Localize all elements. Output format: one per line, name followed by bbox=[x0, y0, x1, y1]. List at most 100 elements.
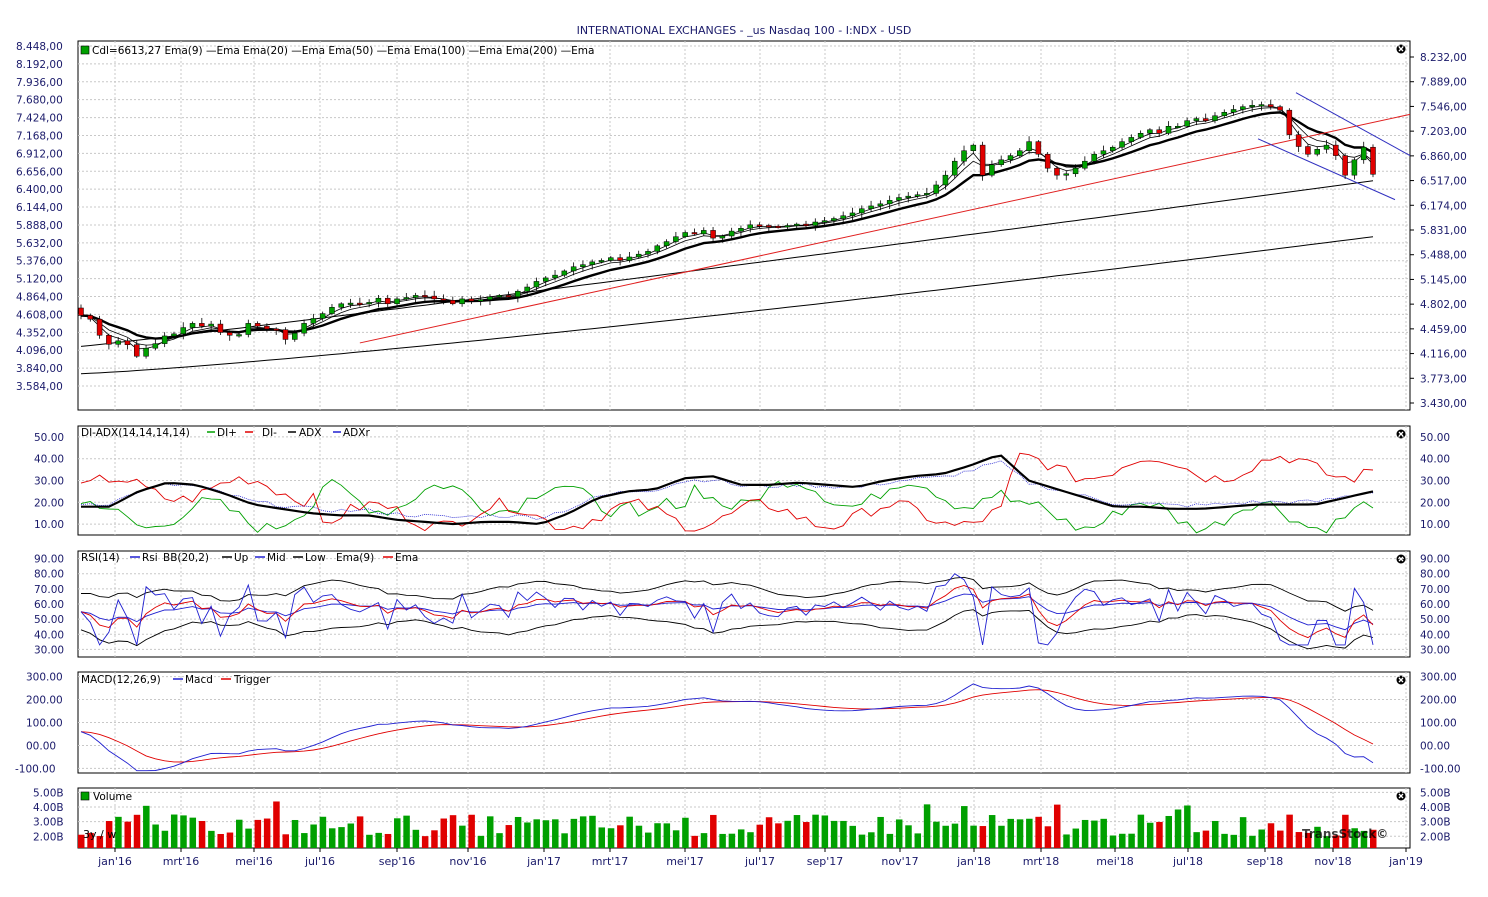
candle bbox=[1082, 160, 1088, 169]
macd-tick-right: 300.00 bbox=[1420, 672, 1457, 684]
x-tick-label: jul'18 bbox=[1172, 855, 1203, 868]
candle bbox=[375, 297, 382, 303]
price-right-tick: 5.488,00 bbox=[1420, 250, 1467, 262]
volume-bar bbox=[942, 825, 949, 848]
candle bbox=[570, 266, 577, 272]
volume-bar bbox=[598, 827, 606, 848]
volume-bar bbox=[356, 816, 364, 848]
candle bbox=[831, 218, 837, 221]
adx-legend-title: DI-ADX(14,14,14,14) bbox=[81, 427, 190, 439]
volume-bar bbox=[143, 805, 150, 848]
candle bbox=[561, 270, 568, 276]
panel-close-icon bbox=[1396, 791, 1406, 801]
macd-tick: 200.00 bbox=[26, 695, 63, 707]
volume-bar bbox=[626, 816, 633, 848]
price-legend: Cdl=6613,27 Ema(9) —Ema Ema(20) —Ema Ema… bbox=[80, 45, 594, 57]
adxr-line bbox=[80, 460, 1374, 520]
candle bbox=[199, 323, 205, 327]
volume-bar bbox=[1016, 819, 1024, 848]
candle bbox=[1277, 106, 1283, 111]
volume-bar bbox=[496, 833, 503, 848]
candle bbox=[292, 332, 298, 340]
volume-bar bbox=[486, 816, 494, 848]
volume-bar bbox=[170, 814, 178, 848]
candle bbox=[1137, 132, 1144, 138]
candle bbox=[366, 302, 372, 305]
candle bbox=[468, 298, 475, 302]
volume-bar bbox=[403, 815, 410, 848]
candle bbox=[552, 274, 558, 279]
price-right-tick: 5.145,00 bbox=[1420, 274, 1467, 286]
macd-tick: -100.00 bbox=[15, 763, 56, 775]
candle bbox=[1054, 167, 1060, 176]
x-tick-label: jul'16 bbox=[304, 855, 335, 868]
volume-tick: 3.00B bbox=[33, 817, 64, 829]
volume-bar bbox=[923, 804, 931, 848]
price-right-tick: 6.174,00 bbox=[1420, 200, 1467, 212]
candle bbox=[608, 257, 614, 261]
volume-bar bbox=[477, 835, 485, 848]
candle bbox=[1249, 105, 1255, 108]
price-right-tick: 6.860,00 bbox=[1420, 151, 1467, 163]
volume-bar bbox=[1137, 814, 1145, 848]
price-left-tick: 5.632,00 bbox=[16, 238, 63, 250]
volume-bar bbox=[236, 819, 243, 848]
volume-bar bbox=[505, 825, 513, 848]
x-tick-label: mei'16 bbox=[235, 855, 273, 868]
macd-tick-right: 200.00 bbox=[1420, 695, 1457, 707]
volume-bar bbox=[1146, 822, 1154, 848]
volume-bar bbox=[421, 836, 429, 848]
volume-tick-right: 5.00B bbox=[1420, 787, 1451, 799]
candle bbox=[793, 223, 800, 226]
volume-tick: 5.00B bbox=[33, 787, 64, 799]
volume-bar bbox=[1026, 818, 1033, 848]
volume-bar bbox=[765, 817, 773, 848]
rsi-ema-line bbox=[80, 585, 1374, 639]
volume-bar bbox=[208, 830, 215, 848]
candle bbox=[440, 298, 447, 301]
volume-bar bbox=[115, 816, 122, 848]
volume-bar bbox=[700, 833, 708, 848]
candle bbox=[384, 297, 391, 305]
price-right-tick: 4.802,00 bbox=[1420, 299, 1467, 311]
price-right-tick: 3.773,00 bbox=[1420, 373, 1467, 385]
candle bbox=[1286, 109, 1293, 135]
volume-legend: Volume bbox=[80, 791, 132, 803]
price-left-tick: 4.608,00 bbox=[16, 309, 63, 321]
volume-tick-right: 4.00B bbox=[1420, 802, 1451, 814]
panel-close-icon bbox=[1396, 429, 1406, 439]
candle bbox=[152, 343, 159, 349]
candle bbox=[301, 323, 307, 334]
volume-bar bbox=[579, 816, 587, 848]
volume-bar bbox=[1109, 835, 1117, 848]
candle bbox=[319, 313, 326, 319]
price-right-tick: 3.430,00 bbox=[1420, 398, 1467, 410]
adx-tick-right: 10.00 bbox=[1420, 519, 1450, 531]
volume-bar bbox=[1007, 818, 1014, 848]
rsi-tick: 50.00 bbox=[34, 614, 64, 626]
rsi-bb-upper-line bbox=[80, 576, 1374, 612]
candle bbox=[394, 298, 400, 305]
candle bbox=[1360, 146, 1367, 161]
price-right-tick: 4.459,00 bbox=[1420, 324, 1467, 336]
candle bbox=[1156, 129, 1162, 134]
rsi-tick-right: 30.00 bbox=[1420, 644, 1450, 656]
volume-bar bbox=[719, 833, 726, 848]
candle bbox=[1268, 104, 1274, 107]
price-left-tick: 4.864,00 bbox=[16, 292, 63, 304]
volume-bar bbox=[375, 832, 382, 848]
volume-bar bbox=[1249, 835, 1256, 848]
candle bbox=[208, 323, 214, 327]
candle bbox=[775, 225, 781, 228]
adx-line bbox=[81, 454, 1374, 526]
rsi-legend-up: Up bbox=[234, 552, 249, 564]
volume-bar bbox=[1239, 817, 1247, 848]
volume-bar bbox=[561, 833, 568, 848]
volume-bar bbox=[524, 822, 531, 848]
volume-bar bbox=[440, 818, 448, 848]
candle bbox=[217, 323, 224, 333]
volume-bar bbox=[617, 825, 624, 848]
candle bbox=[533, 281, 540, 288]
volume-bar bbox=[951, 823, 959, 848]
rsi-tick-right: 70.00 bbox=[1420, 584, 1450, 596]
